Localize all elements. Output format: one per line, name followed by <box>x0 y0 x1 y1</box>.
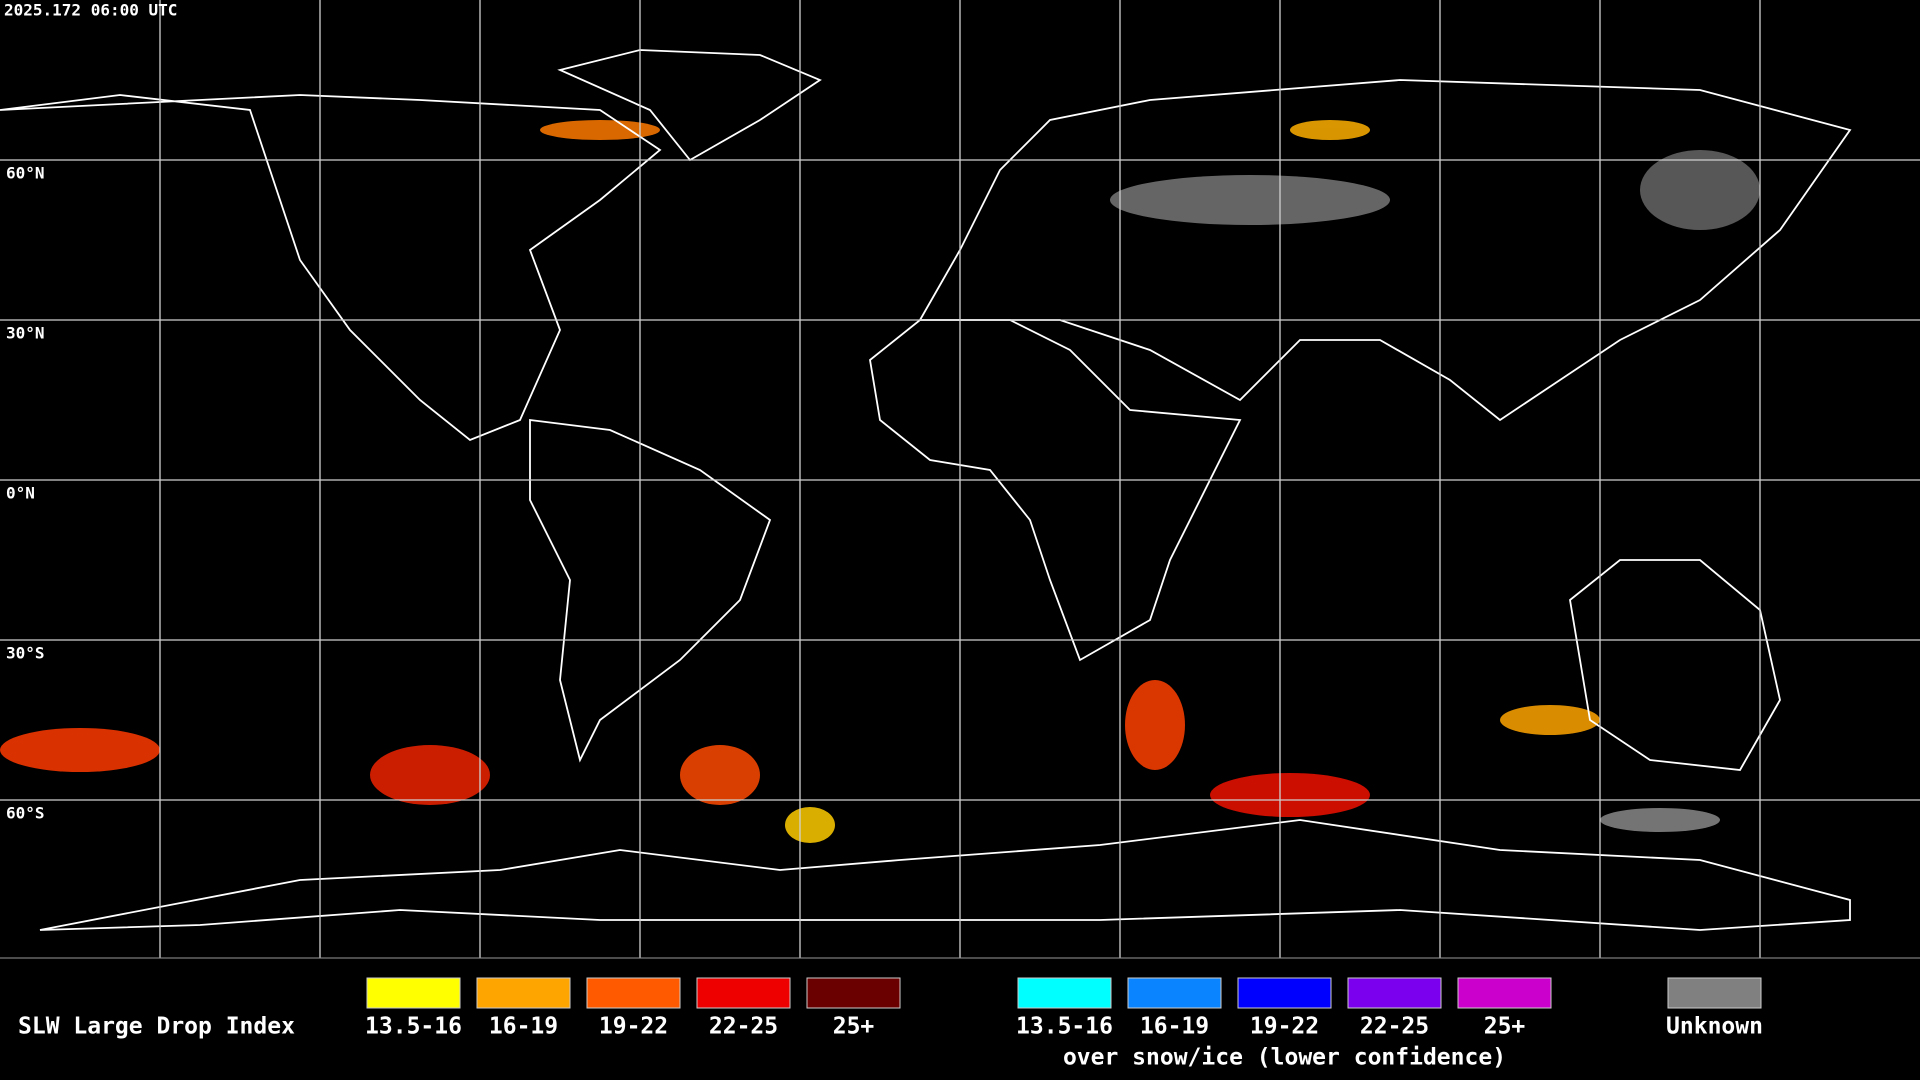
legend-label: 13.5-16 <box>365 1014 462 1040</box>
latitude-label: 60°S <box>6 804 45 823</box>
legend-label: 19-22 <box>599 1014 668 1040</box>
legend-swatch <box>1237 977 1332 1009</box>
map: 60°N 30°N 0°N 30°S 60°S 2025.172 06:00 UTC <box>0 0 1920 958</box>
legend-caption: over snow/ice (lower confidence) <box>1063 1045 1506 1071</box>
legend-label: 13.5-16 <box>1016 1014 1113 1040</box>
legend-swatch <box>806 977 901 1009</box>
cloud-patches <box>0 120 1760 843</box>
latitude-label: 30°S <box>6 644 45 663</box>
legend-swatch <box>696 977 791 1009</box>
legend: SLW Large Drop Index 13.5-16 16-19 19-22 22… <box>18 977 1763 1071</box>
latitude-label: 30°N <box>6 324 45 343</box>
timestamp: 2025.172 06:00 UTC <box>4 1 177 20</box>
legend-label: Unknown <box>1666 1014 1763 1040</box>
legend-swatch <box>1667 977 1762 1009</box>
legend-label: 16-19 <box>489 1014 558 1040</box>
legend-label: 25+ <box>1484 1014 1526 1040</box>
legend-swatch <box>1457 977 1552 1009</box>
legend-swatch <box>1127 977 1222 1009</box>
legend-label: 25+ <box>833 1014 875 1040</box>
latitude-label: 0°N <box>6 484 35 503</box>
legend-swatch <box>1347 977 1442 1009</box>
legend-title: SLW Large Drop Index <box>18 1014 295 1040</box>
legend-label: 16-19 <box>1140 1014 1209 1040</box>
legend-swatch <box>476 977 571 1009</box>
graticule: 60°N 30°N 0°N 30°S 60°S <box>0 0 1920 958</box>
legend-label: 22-25 <box>709 1014 778 1040</box>
legend-swatch <box>586 977 681 1009</box>
legend-swatch <box>1017 977 1112 1009</box>
legend-swatch <box>366 977 461 1009</box>
legend-label: 19-22 <box>1250 1014 1319 1040</box>
legend-label: 22-25 <box>1360 1014 1429 1040</box>
latitude-label: 60°N <box>6 164 45 183</box>
